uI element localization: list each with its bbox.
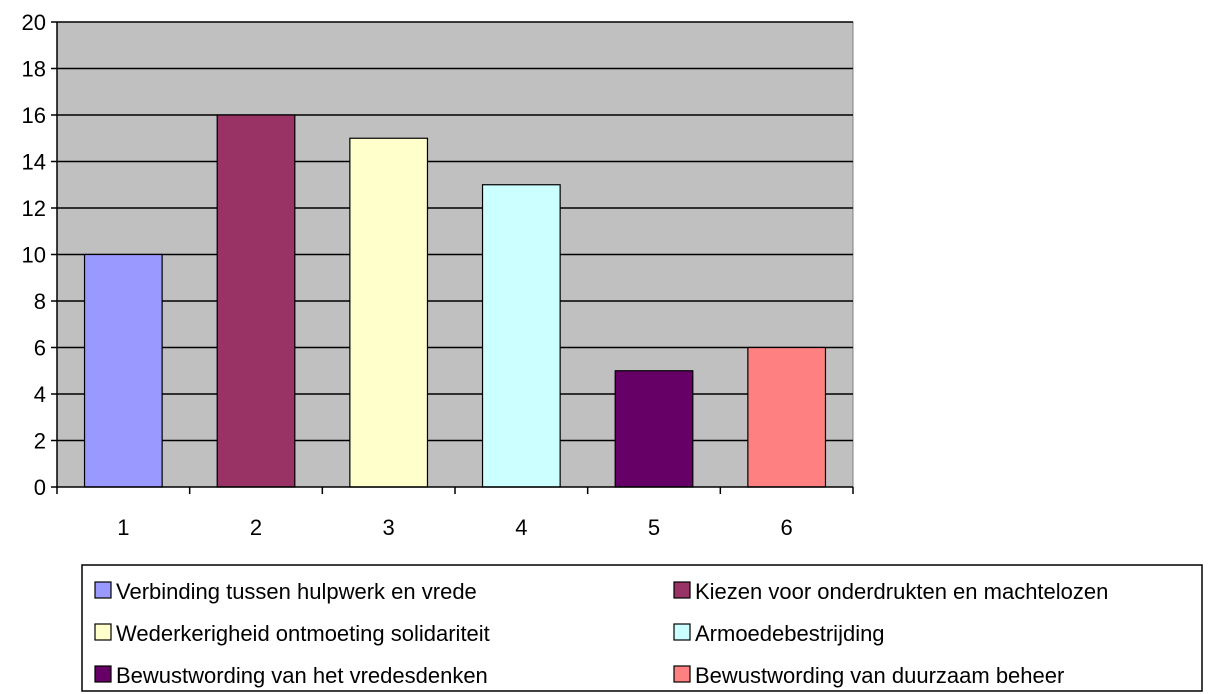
legend-label: Verbinding tussen hulpwerk en vrede [116, 579, 477, 604]
legend-swatch [673, 623, 691, 641]
y-tick-label: 20 [22, 10, 46, 35]
legend-swatch [673, 581, 691, 599]
bar [614, 370, 694, 488]
x-tick-label: 4 [515, 515, 527, 540]
bar [216, 114, 296, 488]
legend-swatch [94, 623, 112, 641]
x-tick-label: 6 [781, 515, 793, 540]
legend-label: Kiezen voor onderdrukten en machtelozen [695, 579, 1108, 604]
y-tick-label: 4 [34, 382, 46, 407]
bar [349, 137, 429, 488]
legend-box [81, 564, 1203, 692]
legend: Verbinding tussen hulpwerk en vrede Kieze… [81, 564, 1203, 692]
y-tick-label: 16 [22, 103, 46, 128]
y-tick-label: 18 [22, 57, 46, 82]
legend-label: Armoedebestrijding [695, 621, 885, 646]
legend-label: Bewustwording van duurzaam beheer [695, 663, 1064, 688]
x-tick-label: 5 [648, 515, 660, 540]
x-tick-label: 3 [383, 515, 395, 540]
bar [747, 346, 827, 488]
y-tick-label: 8 [34, 289, 46, 314]
legend-label: Bewustwording van het vredesdenken [116, 663, 488, 688]
bar [481, 184, 561, 488]
y-axis: 0 2 4 6 8 10 12 14 16 18 20 [22, 10, 58, 500]
x-tick-label: 1 [117, 515, 129, 540]
legend-swatch [94, 665, 112, 683]
y-tick-label: 6 [34, 336, 46, 361]
x-axis: 1 2 3 4 5 6 [56, 486, 854, 540]
y-tick-label: 0 [34, 475, 46, 500]
legend-label: Wederkerigheid ontmoeting solidariteit [116, 621, 490, 646]
legend-swatch [94, 581, 112, 599]
y-tick-label: 14 [22, 150, 46, 175]
y-tick-label: 10 [22, 243, 46, 268]
bar [83, 253, 163, 488]
y-tick-label: 2 [34, 429, 46, 454]
plot-area [56, 21, 854, 488]
x-tick-label: 2 [250, 515, 262, 540]
y-tick-label: 12 [22, 196, 46, 221]
legend-swatch [673, 665, 691, 683]
